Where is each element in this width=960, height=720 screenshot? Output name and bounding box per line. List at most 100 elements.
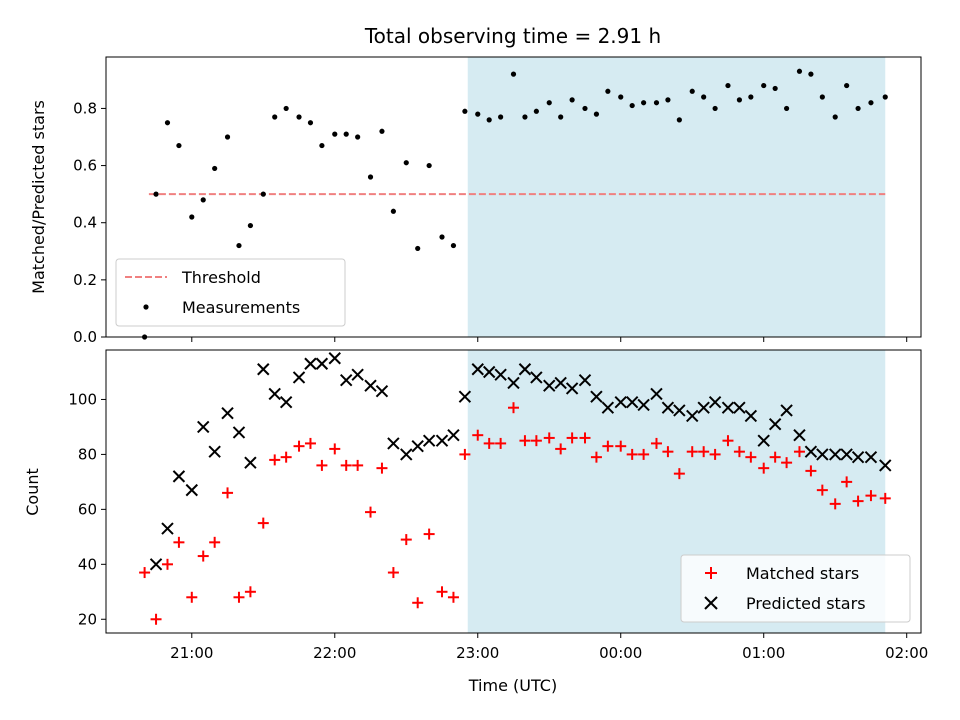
matched-star-point — [376, 462, 388, 474]
measurement-point — [689, 88, 695, 94]
measurement-point — [283, 105, 289, 112]
matched-star-point — [233, 591, 245, 603]
matched-star-point — [829, 498, 841, 510]
matched-star-point — [329, 443, 341, 455]
measurement-point — [153, 191, 159, 197]
predicted-star-point — [340, 374, 353, 387]
legend-threshold-label: Threshold — [181, 268, 261, 287]
measurement-point — [882, 94, 888, 100]
matched-star-point — [555, 443, 567, 455]
x-tick-label: 01:00 — [742, 644, 785, 662]
matched-star-point — [698, 446, 710, 458]
matched-star-point — [269, 454, 281, 466]
predicted-star-point — [400, 448, 413, 461]
predicted-star-point — [507, 376, 520, 390]
x-tick-label: 23:00 — [456, 644, 499, 662]
predicted-star-point — [637, 398, 650, 412]
matched-star-point — [161, 558, 173, 570]
predicted-star-point — [387, 437, 400, 450]
predicted-star-point — [768, 417, 782, 431]
measurement-point — [475, 111, 481, 117]
measurement-point — [390, 208, 396, 214]
measurement-point — [748, 94, 754, 100]
predicted-star-point — [793, 428, 806, 442]
measurement-point — [819, 94, 825, 100]
matched-star-point — [816, 484, 828, 496]
predicted-star-point — [565, 382, 579, 395]
predicted-star-point — [494, 368, 507, 381]
predicted-star-point — [721, 401, 735, 414]
predicted-star-point — [257, 363, 270, 376]
measurement-point — [296, 114, 302, 120]
ratio-x-ticks — [191, 337, 908, 342]
ratio-y-tick-label: 0.6 — [73, 157, 97, 175]
matched-star-point — [436, 586, 448, 598]
predicted-star-point — [816, 448, 829, 461]
measurement-point — [665, 97, 671, 103]
measurement-point — [618, 94, 624, 100]
x-tick-label: 00:00 — [599, 644, 642, 662]
predicted-star-point — [851, 450, 865, 464]
measurement-point — [701, 94, 707, 100]
matched-star-point — [209, 536, 221, 548]
measurement-point — [844, 82, 850, 89]
measurement-point — [783, 105, 790, 112]
measurement-point — [260, 191, 266, 197]
matched-star-point — [519, 435, 531, 447]
count-legend: Matched stars Predicted stars — [680, 554, 911, 623]
predicted-star-point — [530, 371, 543, 384]
ratio-panel: 0.00.20.40.60.8 Matched/Predicted stars … — [29, 56, 922, 346]
measurement-point — [761, 82, 767, 89]
measurement-point — [796, 68, 803, 74]
measurement-point — [307, 120, 314, 126]
predicted-star-point — [172, 470, 186, 483]
measurement-point — [332, 131, 338, 137]
matched-star-point — [686, 446, 698, 458]
measurement-point — [247, 222, 254, 229]
predicted-star-point — [780, 404, 793, 417]
predicted-star-point — [744, 409, 758, 423]
predicted-star-point — [471, 363, 484, 376]
measurement-point — [569, 97, 575, 103]
measurement-point — [176, 142, 182, 149]
matched-star-point — [387, 567, 399, 579]
measurement-point — [200, 197, 206, 203]
predicted-star-point — [149, 558, 163, 571]
measurement-point — [855, 105, 861, 112]
measurement-point — [808, 71, 814, 77]
matched-star-point — [365, 506, 377, 518]
predicted-star-point — [697, 401, 710, 414]
measurement-point — [641, 100, 647, 106]
measurement-point — [558, 114, 564, 120]
matched-star-point — [293, 440, 305, 452]
matched-star-point — [483, 437, 495, 449]
measurement-point — [415, 245, 421, 252]
ratio-y-tick-label: 0.8 — [73, 99, 97, 117]
matched-star-point — [508, 402, 519, 414]
matched-star-point — [340, 459, 352, 471]
legend-matched-swatch — [705, 567, 717, 579]
predicted-star-point — [804, 445, 818, 458]
matched-star-point — [150, 613, 162, 625]
matched-star-point — [304, 437, 316, 449]
predicted-star-point — [244, 456, 257, 469]
predicted-star-point — [518, 363, 532, 376]
measurement-point — [450, 242, 457, 249]
predicted-star-point — [208, 445, 221, 458]
matched-star-point — [662, 446, 674, 458]
measurement-point — [725, 82, 731, 89]
matched-star-point — [769, 451, 781, 463]
measurement-point — [546, 100, 552, 106]
measurement-point — [426, 162, 432, 169]
matched-star-point — [733, 446, 745, 458]
measurement-point — [629, 102, 635, 109]
predicted-star-point — [578, 374, 592, 387]
measurement-point — [403, 160, 409, 166]
count-panel-frame — [105, 349, 922, 634]
matched-star-point — [879, 492, 891, 504]
matched-star-point — [412, 597, 424, 609]
measurement-point — [319, 142, 325, 149]
predicted-star-point — [482, 365, 496, 379]
predicted-star-point — [221, 406, 234, 420]
